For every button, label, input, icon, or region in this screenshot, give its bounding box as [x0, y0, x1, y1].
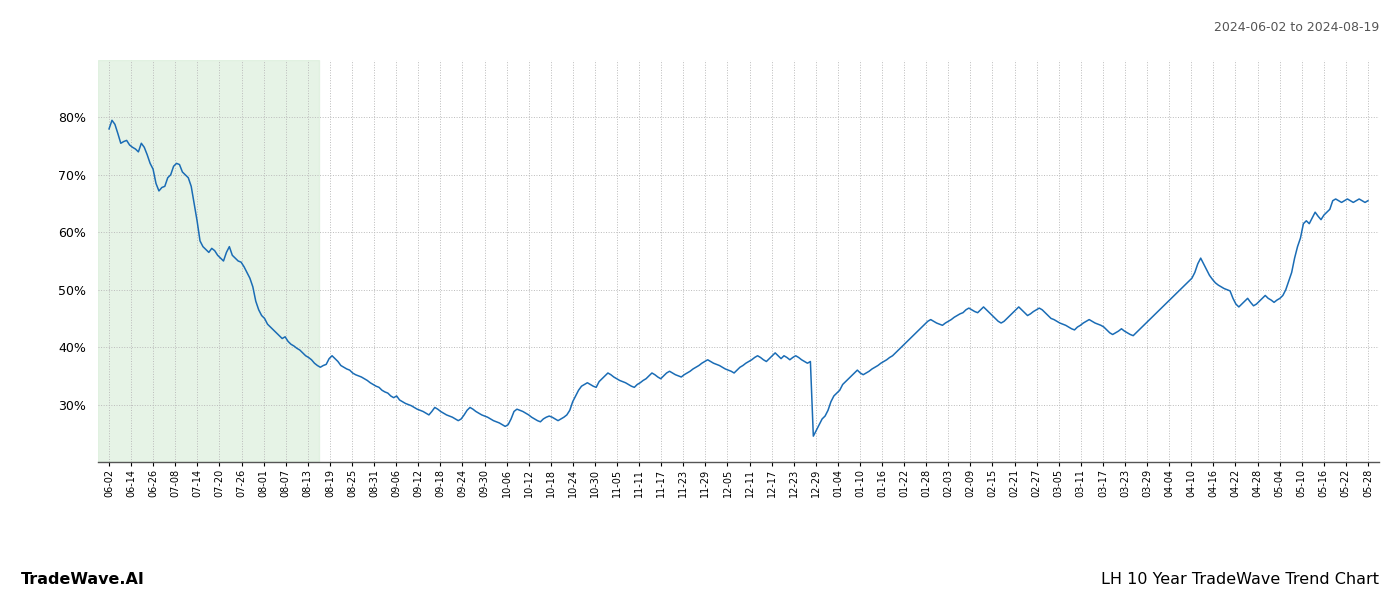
Bar [98, 60, 319, 462]
Text: TradeWave.AI: TradeWave.AI [21, 572, 144, 587]
Text: LH 10 Year TradeWave Trend Chart: LH 10 Year TradeWave Trend Chart [1100, 572, 1379, 587]
Text: 2024-06-02 to 2024-08-19: 2024-06-02 to 2024-08-19 [1214, 21, 1379, 34]
